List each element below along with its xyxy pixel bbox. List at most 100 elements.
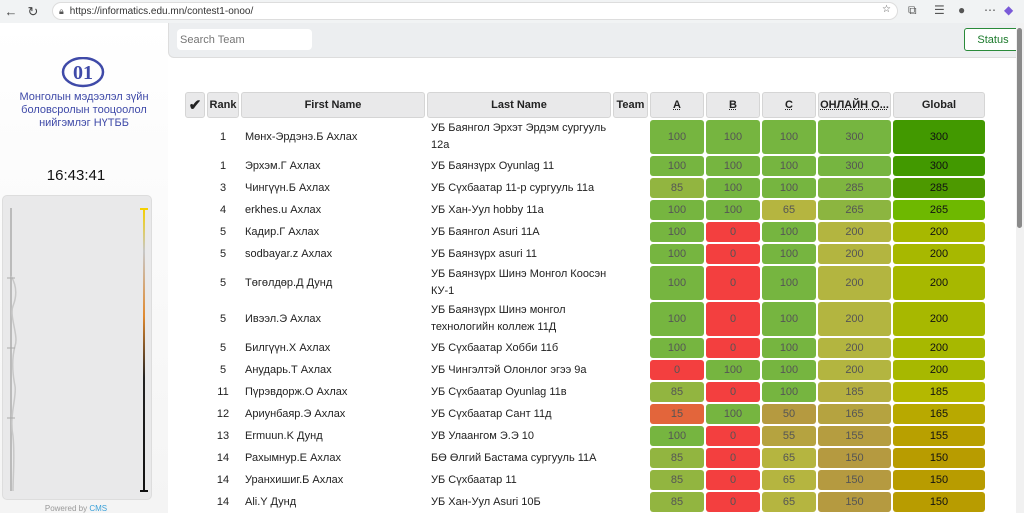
bookmark-star-icon[interactable]: ☆ [882,4,891,15]
header-team[interactable]: Team [613,92,648,118]
top-toolbar: Status [168,23,1022,58]
score-a-cell: 15 [650,404,704,424]
url-text: https://informatics.edu.mn/contest1-onoo… [69,5,254,17]
score-b-cell: 0 [706,426,760,446]
row-select[interactable] [185,302,205,336]
row-select[interactable] [185,178,205,198]
profile-avatar[interactable]: ● [958,3,966,17]
copilot-icon[interactable]: ◆ [1004,3,1014,17]
rank-cell: 14 [216,473,230,486]
select-all-checkmark[interactable]: ✔ [185,92,205,118]
rank-cell: 5 [219,225,227,238]
team-cell [613,156,648,176]
row-select[interactable] [185,382,205,402]
header-problem-c[interactable]: C [762,92,816,118]
score-global-cell: 165 [893,404,985,424]
score-online-cell: 265 [818,200,891,220]
header-rank[interactable]: Rank [207,92,239,118]
score-b-cell: 100 [706,404,760,424]
table-row[interactable]: 12 Ариунбаяр.Э Ахлах УБ Сүхбаатар Сант 11д… [185,404,985,424]
score-online-cell: 200 [818,302,891,336]
table-row[interactable]: 14 Уранхишиг.Б Ахлах УБ Сүхбаатар 11 85 0 65 1… [185,470,985,490]
row-select[interactable] [185,200,205,220]
search-team-input[interactable] [177,29,312,50]
table-row[interactable]: 5 Кадир.Г Ахлах УБ Баянгол Asuri 11А 100 0 10… [185,222,985,242]
table-row[interactable]: 5 Төгөлдөр.Д Дунд УБ Баянзүрх Шинэ Монгол … [185,266,985,300]
rank-cell: 13 [216,429,230,442]
header-problem-b[interactable]: B [706,92,760,118]
header-first-name[interactable]: First Name [241,92,425,118]
favorites-icon[interactable]: ☰ [934,3,945,17]
header-last-name[interactable]: Last Name [427,92,611,118]
row-select[interactable] [185,266,205,300]
powered-by-label: Powered by [44,504,88,513]
team-cell [613,338,648,358]
address-bar[interactable]: 🔒︎ https://informatics.edu.mn/contest1-o… [52,2,898,20]
table-row[interactable]: 11 Пүрэвдорж.О Ахлах УБ Сүхбаатар Oyunlag … [185,382,985,402]
table-row[interactable]: 4 erkhes.u Ахлах УБ Хан-Уул hobby 11а 100 10… [185,200,985,220]
table-row[interactable]: 5 Ивээл.Э Ахлах УБ Баянзүрх Шинэ монгол те… [185,302,985,336]
table-row[interactable]: 5 sodbayar.z Ахлах УБ Баянзүрх asuri 11 100… [185,244,985,264]
row-select[interactable] [185,448,205,468]
table-row[interactable]: 3 Чингүүн.Б Ахлах УБ Сүхбаатар 11-р сургуу… [185,178,985,198]
header-global[interactable]: Global [893,92,985,118]
score-online-cell: 185 [818,382,891,402]
page-scrollbar[interactable] [1016,23,1024,513]
score-b-cell: 100 [706,360,760,380]
scrollbar-thumb[interactable] [1017,28,1022,228]
row-select[interactable] [185,120,205,154]
status-button[interactable]: Status [964,28,1022,51]
score-c-cell: 65 [762,492,816,512]
score-c-cell: 100 [762,302,816,336]
row-select[interactable] [185,222,205,242]
score-global-cell: 200 [893,222,985,242]
site-info-icon[interactable]: 🔒︎ [59,5,64,16]
score-histogram [7,208,148,492]
score-global-cell: 300 [893,120,985,154]
back-icon[interactable]: ← [4,4,18,19]
rank-cell: 5 [219,363,227,376]
team-cell [613,222,648,242]
row-select[interactable] [185,244,205,264]
score-global-cell: 150 [893,448,985,468]
score-a-cell: 85 [650,178,704,198]
team-cell [613,470,648,490]
first-name-cell: Ивээл.Э Ахлах [245,312,322,325]
score-online-cell: 200 [818,244,891,264]
rank-cell: 11 [217,385,229,398]
team-cell [613,404,648,424]
row-select[interactable] [185,470,205,490]
cms-link[interactable]: CMS [89,504,108,513]
row-select[interactable] [185,338,205,358]
table-row[interactable]: 1 Эрхэм.Г Ахлах УБ Баянзүрх Oyunlag 11 100 1… [185,156,985,176]
first-name-cell: Рахымнур.Е Ахлах [245,451,341,464]
last-name-cell: УБ Баянзүрх asuri 11 [431,247,538,260]
last-name-cell: УВ Улаангом Э.Э 10 [431,429,535,442]
score-c-cell: 50 [762,404,816,424]
header-contest-online[interactable]: ОНЛАЙН О... [818,92,891,118]
table-row[interactable]: 14 Ali.Y Дунд УБ Хан-Уул Asuri 10Б 85 0 65 150… [185,492,985,512]
table-row[interactable]: 1 Мөнх-Эрдэнэ.Б Ахлах УБ Баянгол Эрхэт Эрд… [185,120,985,154]
row-select[interactable] [185,492,205,512]
svg-text:01: 01 [73,62,93,84]
menu-icon[interactable]: ⋯ [984,3,996,17]
team-cell [613,200,648,220]
table-row[interactable]: 5 Билгүүн.Х Ахлах УБ Сүхбаатар Хобби 11б 10… [185,338,985,358]
header-problem-a[interactable]: A [650,92,704,118]
score-online-cell: 200 [818,222,891,242]
score-b-cell: 100 [706,178,760,198]
first-name-cell: Пүрэвдорж.О Ахлах [245,385,348,398]
score-a-cell: 85 [650,382,704,402]
extensions-icon[interactable]: ⧉ [908,3,917,17]
reload-icon[interactable]: ↻ [27,3,39,19]
last-name-cell: УБ Сүхбаатар Хобби 11б [431,341,559,354]
table-row[interactable]: 13 Ermuun.K Дунд УВ Улаангом Э.Э 10 100 0 55 1… [185,426,985,446]
first-name-cell: Төгөлдөр.Д Дунд [245,276,333,289]
row-select[interactable] [185,426,205,446]
table-row[interactable]: 5 Анударь.Т Ахлах УБ Чингэлтэй Олонлог эгэ… [185,360,985,380]
row-select[interactable] [185,360,205,380]
row-select[interactable] [185,156,205,176]
score-b-cell: 100 [706,156,760,176]
table-row[interactable]: 14 Рахымнур.Е Ахлах БӨ Өлгий Бастама сургу… [185,448,985,468]
row-select[interactable] [185,404,205,424]
